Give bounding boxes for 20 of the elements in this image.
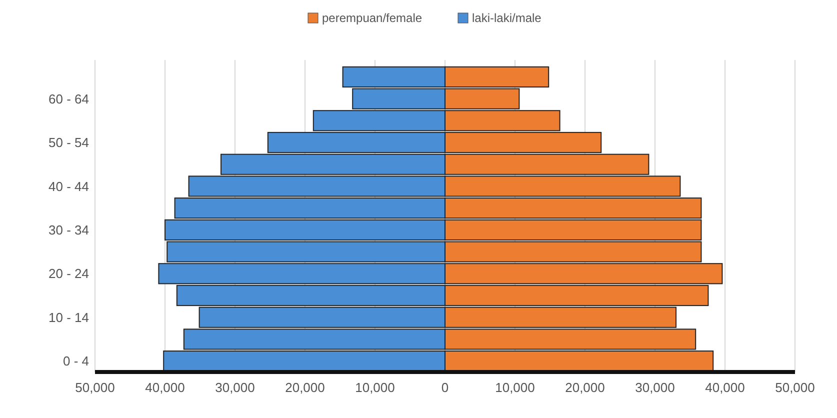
- x-tick-label: 20,000: [565, 380, 605, 395]
- y-tick-label: 0 - 4: [62, 354, 89, 369]
- x-tick-label: 50,000: [775, 380, 815, 395]
- y-tick-label: 20 - 24: [48, 266, 89, 282]
- y-tick-label: 10 - 14: [48, 310, 89, 325]
- y-tick-label: 50 - 54: [48, 135, 89, 150]
- x-tick-label: 0: [441, 380, 449, 395]
- legend-label: laki-laki/male: [472, 11, 542, 25]
- x-tick-label: 30,000: [635, 380, 675, 395]
- x-tick-label: 20,000: [285, 380, 325, 395]
- x-tick-label: 10,000: [355, 380, 395, 395]
- y-tick-label: 30 - 34: [48, 222, 89, 238]
- y-tick-label: 60 - 64: [48, 91, 89, 106]
- legend-label: perempuan/female: [322, 11, 422, 25]
- x-tick-label: 30,000: [215, 380, 255, 395]
- y-tick-label: 40 - 44: [48, 178, 89, 194]
- x-tick-label: 50,000: [75, 380, 115, 395]
- x-tick-label: 40,000: [705, 380, 745, 395]
- x-tick-label: 10,000: [495, 380, 535, 395]
- x-tick-label: 40,000: [145, 380, 185, 395]
